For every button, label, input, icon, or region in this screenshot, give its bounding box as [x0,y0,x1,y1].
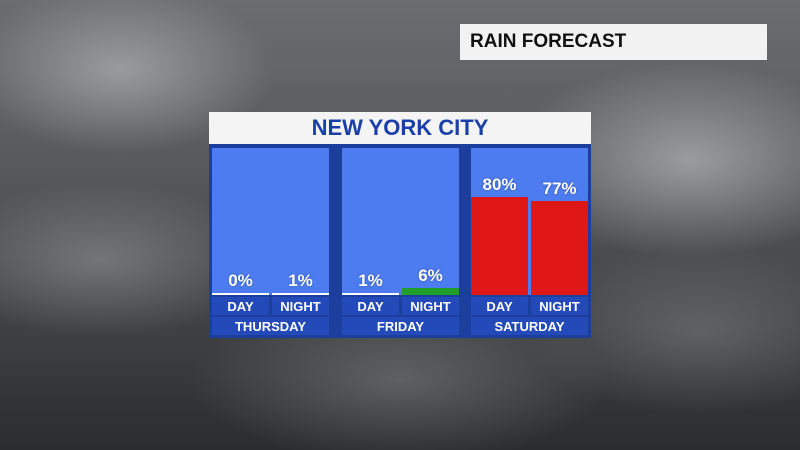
period-label-friday-day: DAY [342,297,399,315]
day-panel-thursday: 0% 1% DAY NIGHT THURSDAY [212,148,329,335]
bar-thursday-night [272,293,329,295]
day-panel-friday: 1% 6% DAY NIGHT FRIDAY [342,148,459,335]
period-label-thursday-day: DAY [212,297,269,315]
value-label-thursday-day: 0% [228,271,253,290]
period-label-saturday-night: NIGHT [531,297,588,315]
day-label-thursday: THURSDAY [212,317,329,335]
plot-area-saturday: 80% 77% [471,148,588,295]
bar-saturday-day [471,197,528,295]
period-label-thursday-night: NIGHT [272,297,329,315]
plot-area-thursday: 0% 1% [212,148,329,295]
bar-friday-day [342,293,399,295]
value-label-saturday-day: 80% [482,175,517,194]
day-label-friday: FRIDAY [342,317,459,335]
value-label-friday-night: 6% [418,266,443,285]
bar-friday-night [402,288,459,295]
bar-thursday-day [212,293,269,295]
day-label-saturday: SATURDAY [471,317,588,335]
day-panel-saturday: 80% 77% DAY NIGHT SATURDAY [471,148,588,335]
value-label-friday-day: 1% [358,271,383,290]
value-label-thursday-night: 1% [288,271,313,290]
plot-area-friday: 1% 6% [342,148,459,295]
period-label-saturday-day: DAY [471,297,528,315]
period-label-friday-night: NIGHT [402,297,459,315]
rain-forecast-header: RAIN FORECAST [460,24,767,60]
chart-title: NEW YORK CITY [209,112,591,144]
value-label-saturday-night: 77% [542,179,577,198]
bar-saturday-night [531,201,588,295]
